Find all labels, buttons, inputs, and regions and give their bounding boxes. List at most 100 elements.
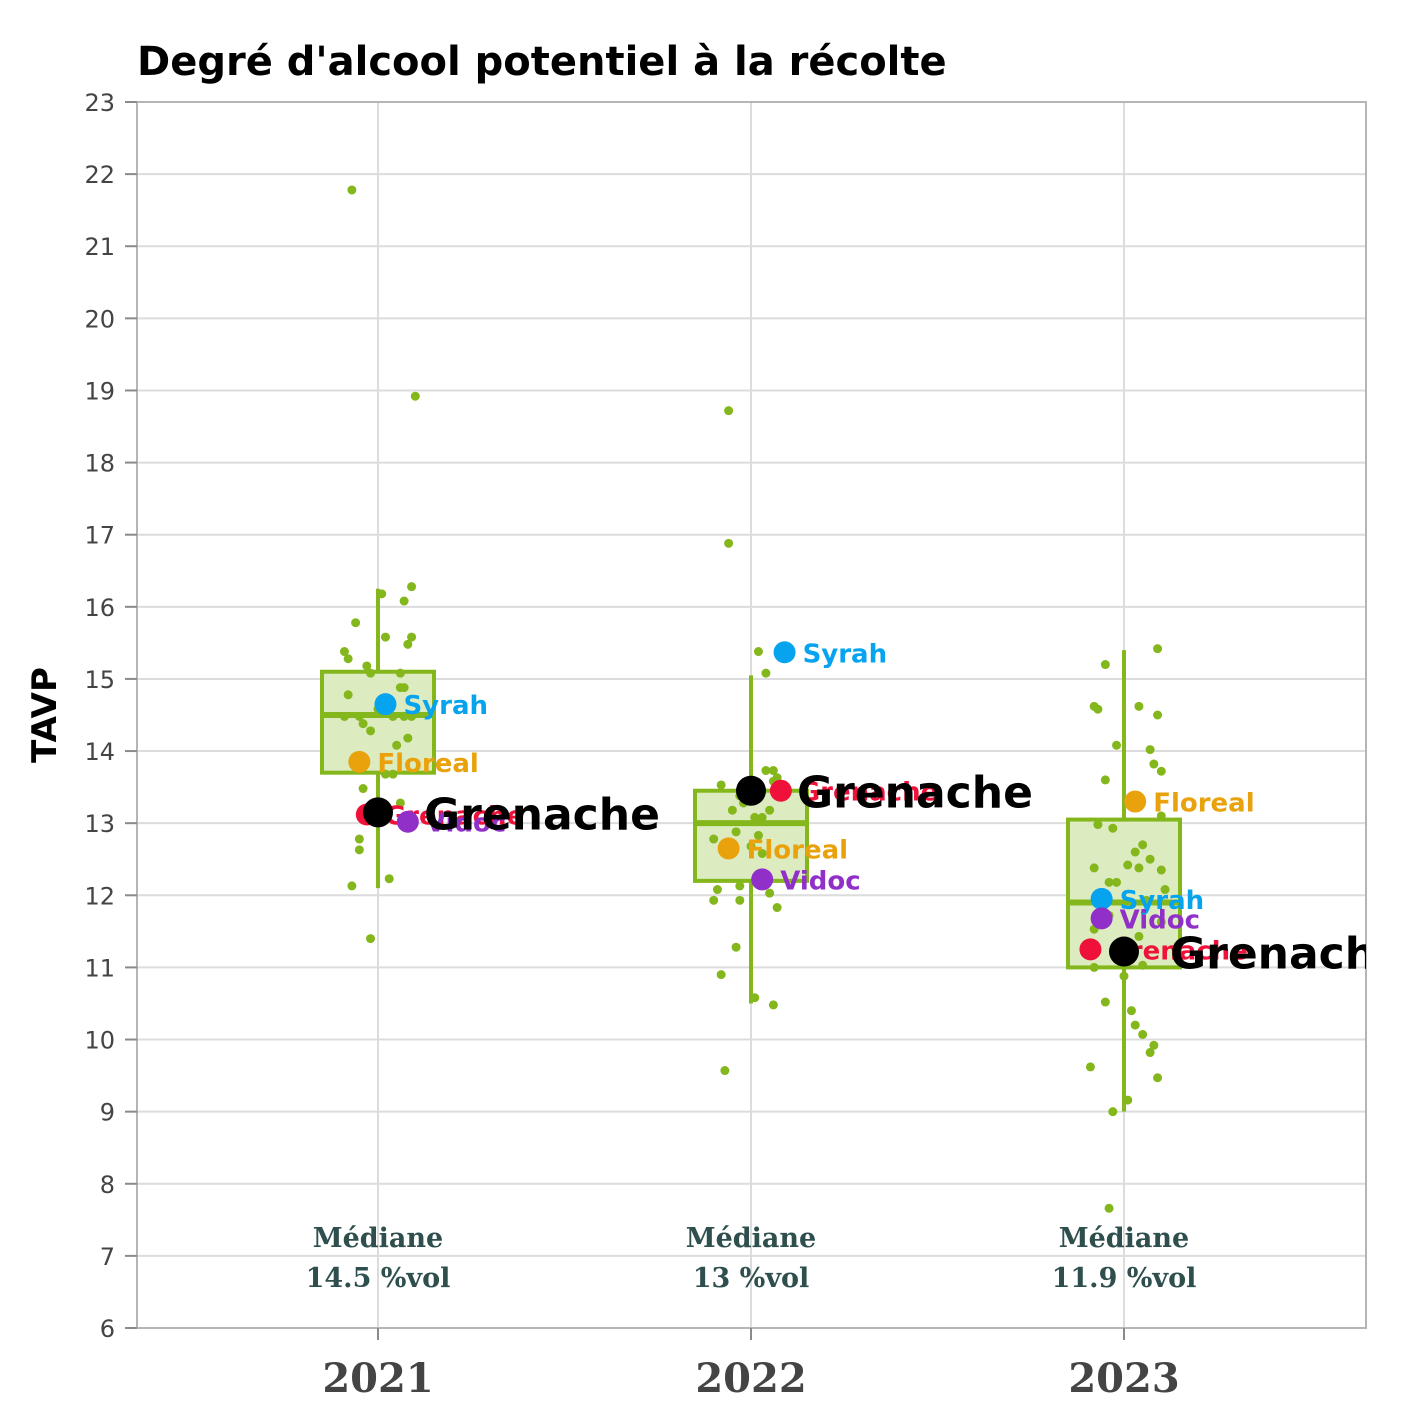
data-point: [366, 934, 376, 944]
variety-label: Floreal: [377, 749, 478, 779]
data-point: [366, 668, 376, 678]
y-tick-label: 7: [100, 1243, 115, 1271]
data-point: [1089, 863, 1099, 873]
data-point: [757, 848, 767, 858]
x-tick-label: 2023: [1068, 1355, 1179, 1402]
y-axis-label: TAVP: [25, 667, 65, 763]
variety-label: Syrah: [1120, 886, 1205, 916]
data-point: [380, 769, 390, 779]
y-tick-label: 13: [84, 810, 115, 838]
data-point: [354, 711, 364, 721]
median-annotation-value: 14.5 %vol: [306, 1263, 451, 1294]
variety-point: [374, 693, 397, 716]
data-point: [765, 888, 775, 898]
data-point: [347, 185, 357, 195]
data-point: [1138, 1029, 1148, 1039]
median-annotation-value: 13 %vol: [693, 1263, 810, 1294]
data-point: [1093, 704, 1103, 714]
highlight-points: Grenache Grenache Grenache: [363, 768, 1366, 980]
data-point: [709, 834, 719, 844]
data-point: [746, 841, 756, 851]
data-point: [339, 711, 349, 721]
variety-point: [1090, 907, 1113, 930]
variety-point: [1079, 938, 1102, 961]
data-point: [724, 538, 734, 548]
data-point: [1104, 877, 1114, 887]
data-point: [716, 970, 726, 980]
data-point: [384, 874, 394, 884]
variety-label: Vidoc: [780, 866, 860, 896]
data-point: [362, 661, 372, 671]
variety-label: Floreal: [1153, 789, 1254, 819]
variety-label: Vidoc: [426, 809, 506, 839]
variety-point: [396, 810, 419, 833]
y-tick-label: 10: [84, 1027, 115, 1055]
data-point: [735, 895, 745, 905]
data-point: [358, 784, 368, 794]
data-point: [354, 845, 364, 855]
data-point: [727, 805, 737, 815]
variety-point: [751, 868, 774, 891]
y-tick-label: 21: [84, 233, 115, 261]
data-point: [1141, 895, 1151, 905]
y-tick-label: 23: [84, 89, 115, 117]
data-point: [354, 834, 364, 844]
y-tick-label: 14: [84, 738, 115, 766]
data-point: [1108, 1107, 1118, 1117]
data-point: [761, 766, 771, 776]
data-point: [403, 639, 413, 649]
data-point: [1145, 745, 1155, 755]
data-point: [395, 798, 405, 808]
x-tick-label: 2021: [322, 1355, 433, 1402]
data-point: [1134, 701, 1144, 711]
data-point: [1123, 1095, 1133, 1105]
y-tick-label: 15: [84, 666, 115, 694]
data-point: [399, 711, 409, 721]
data-point: [1153, 710, 1163, 720]
y-tick-label: 8: [100, 1171, 115, 1199]
data-point: [1156, 917, 1166, 927]
data-point: [399, 596, 409, 606]
highlight-point: [363, 797, 393, 828]
y-tick-label: 16: [84, 594, 115, 622]
y-tick-label: 22: [84, 161, 115, 189]
data-point: [1112, 877, 1122, 887]
variety-label: Syrah: [403, 691, 488, 721]
data-point: [757, 812, 767, 822]
variety-point: [769, 779, 792, 802]
data-point: [1100, 660, 1110, 670]
data-point: [347, 881, 357, 891]
data-point: [772, 903, 782, 913]
data-point: [351, 618, 361, 628]
y-tick-label: 9: [100, 1099, 115, 1127]
variety-label: Syrah: [803, 639, 888, 669]
variety-label: Floreal: [747, 835, 848, 865]
data-point: [1119, 971, 1129, 981]
data-point: [388, 711, 398, 721]
data-point: [765, 805, 775, 815]
data-point: [1100, 775, 1110, 785]
y-tick-label: 19: [84, 377, 115, 405]
data-point: [735, 881, 745, 891]
y-tick-label: 11: [84, 954, 115, 982]
median-annotation-title: Médiane: [686, 1223, 817, 1254]
variety-point: [1124, 790, 1147, 813]
y-tick-label: 6: [100, 1315, 115, 1343]
data-point: [753, 647, 763, 657]
data-point: [399, 683, 409, 693]
data-point: [1093, 820, 1103, 830]
data-point: [403, 733, 413, 743]
data-point: [407, 582, 417, 592]
data-point: [343, 690, 353, 700]
median-annotation-value: 11.9 %vol: [1052, 1263, 1197, 1294]
median-annotations: Médiane 14.5 %vol Médiane 13 %vol Médiane 11.…: [306, 1223, 1197, 1294]
data-point: [1149, 759, 1159, 769]
data-point: [410, 391, 420, 401]
data-point: [1130, 1020, 1140, 1030]
data-point: [1126, 1006, 1136, 1016]
data-point: [1153, 644, 1163, 654]
data-point: [407, 632, 417, 642]
box-iqr: [320, 669, 436, 775]
